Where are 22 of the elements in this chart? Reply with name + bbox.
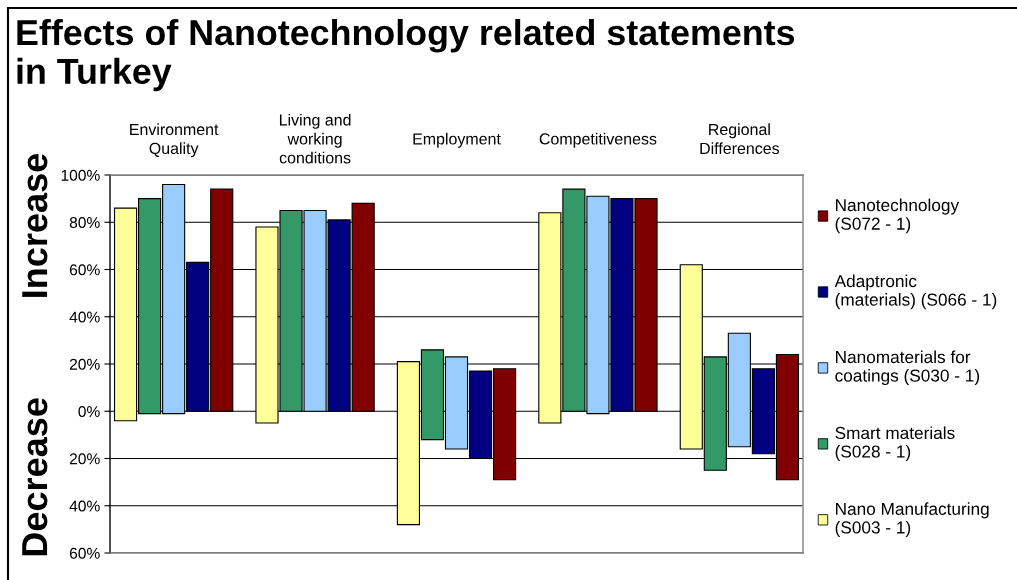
x-tick-label: Living and working conditions	[279, 113, 351, 164]
legend-label: Adaptronic (materials) (S066 - 1)	[834, 274, 997, 310]
legend-label: Smart materials (S028 - 1)	[835, 426, 955, 462]
y-tick-label: 20%	[69, 453, 100, 465]
legend-label: Nanomaterials for coatings (S030 - 1)	[835, 350, 980, 386]
x-tick-label: Environment Quality	[130, 123, 219, 158]
y-tick-label: 20%	[69, 358, 100, 370]
y-tick-label: 0%	[78, 406, 100, 418]
x-tick-label: Competitiveness	[539, 132, 657, 148]
legend-label: Nano Manufacturing (S003 - 1)	[835, 502, 989, 537]
y-axis-title: Increase	[22, 153, 48, 297]
y-tick-label: 40%	[69, 311, 100, 323]
y-tick-label: 40%	[69, 500, 100, 512]
y-tick-label: 60%	[69, 547, 100, 559]
y-tick-label: 60%	[69, 264, 100, 276]
legend-label: Nanotechnology (S072 - 1)	[835, 198, 960, 234]
x-tick-label: Regional Differences	[700, 123, 780, 155]
y-tick-label: 100%	[61, 169, 100, 181]
text: Decrease	[22, 398, 48, 556]
x-tick-label: Employment	[413, 132, 501, 148]
chart-title: Effects of Nanotechnology related statements in Turkey	[17, 19, 795, 92]
y-tick-label: 80%	[69, 217, 100, 229]
